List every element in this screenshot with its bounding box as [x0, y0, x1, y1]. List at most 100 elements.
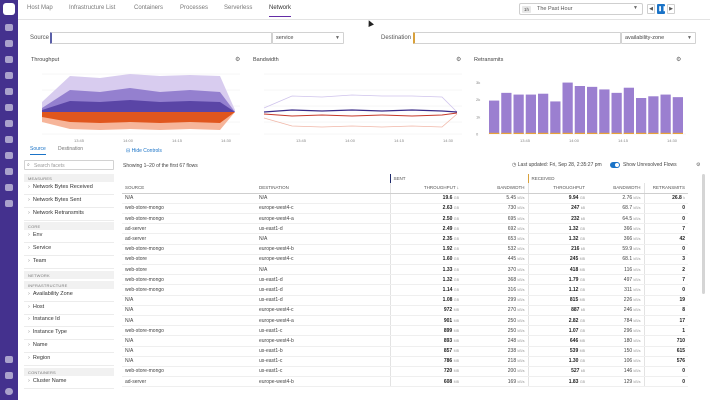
table-row[interactable]: N/A europe-west4-c 972 MB 270 kB/s 887 kB 246…: [122, 305, 689, 316]
logs-nav-icon[interactable]: [5, 184, 13, 191]
table-row[interactable]: web-store-mongo us-east1-c 899 MB 250 kB/s 1…: [122, 325, 689, 337]
events-nav-icon[interactable]: [5, 56, 13, 63]
table-row[interactable]: web-store-mongo us-east1-d 1.14 GB 316 kB/s…: [122, 284, 689, 296]
cell-received-throughput-unit: GB: [579, 379, 586, 384]
source-group-select[interactable]: service ▼: [272, 32, 344, 44]
dashboards-nav-icon[interactable]: [5, 72, 13, 79]
column-header-received-throughput[interactable]: THROUGHPUT: [527, 183, 589, 194]
table-row[interactable]: web-store N/A 1.33 GB 370 kB/s 418 MB 116 kB/…: [122, 264, 689, 276]
table-row[interactable]: ad-server europe-west4-b 608 MB 169 kB/s 1.8…: [122, 376, 689, 388]
tab-serverless[interactable]: Serverless: [224, 5, 253, 11]
table-row[interactable]: N/A us-east1-d 1.08 GB 299 kB/s 815 MB 226 kB…: [122, 295, 689, 306]
cell-received-throughput: 245 MB: [527, 254, 589, 266]
tab-network[interactable]: Network: [269, 5, 292, 17]
facet-group-header[interactable]: NETWORK: [24, 270, 114, 279]
facet-item-label: Instance Type: [32, 329, 67, 336]
cell-received-bandwidth-value: 106: [623, 358, 633, 365]
facet-item[interactable]: › Host: [24, 304, 114, 310]
facet-item[interactable]: › Instance Id: [24, 316, 114, 322]
cell-sent-throughput: 901 MB: [389, 315, 462, 327]
cell-retransmits-value: 0: [682, 215, 686, 222]
notebooks-nav-icon[interactable]: [5, 168, 13, 175]
show-unresolved-toggle[interactable]: [610, 162, 620, 168]
datadog-logo-icon[interactable]: [3, 3, 15, 15]
destination-group-select[interactable]: availability-zone ▼: [621, 32, 696, 44]
tab-host-map[interactable]: Host Map: [27, 5, 53, 11]
column-header-sent-bandwidth[interactable]: BANDWIDTH: [462, 183, 529, 194]
gear-icon[interactable]: ⚙: [456, 57, 462, 63]
security-nav-icon[interactable]: [5, 200, 13, 207]
table-row[interactable]: N/A europe-west4-a 901 MB 250 kB/s 2.82 GB 78…: [122, 315, 689, 327]
facet-tab-destination[interactable]: Destination: [58, 146, 84, 152]
metrics-nav-icon[interactable]: [5, 120, 13, 127]
gear-icon[interactable]: ⚙: [676, 57, 682, 63]
rewind-icon[interactable]: ◀: [647, 4, 655, 14]
facet-item[interactable]: › Name: [24, 342, 114, 348]
hide-controls-link[interactable]: ⊟ Hide Controls: [126, 148, 162, 154]
apm-nav-icon[interactable]: [5, 152, 13, 159]
table-row[interactable]: N/A europe-west4-b 893 MB 248 kB/s 646 MB 180…: [122, 335, 689, 347]
pause-icon[interactable]: ❚❚: [657, 4, 667, 14]
cell-source: N/A: [122, 315, 256, 327]
user-avatar-icon[interactable]: [5, 388, 13, 395]
table-row[interactable]: web-store europe-west4-c 1.60 GB 445 kB/s 24…: [122, 254, 689, 266]
facet-search-input[interactable]: ⌕ Search facets: [24, 160, 114, 170]
monitors-nav-icon[interactable]: [5, 104, 13, 111]
column-header-sent-throughput[interactable]: THROUGHPUT ↓: [389, 183, 462, 194]
column-header-retransmits[interactable]: RETRANSMITS: [643, 183, 689, 194]
cell-received-bandwidth-unit: kB/s: [633, 216, 641, 221]
facet-group-header[interactable]: CONTAINERS: [24, 367, 114, 376]
table-row[interactable]: web-store-mongo europe-west4-a 2.50 GB 695 …: [122, 213, 689, 225]
time-range-selector[interactable]: 1h The Past Hour ▼: [519, 3, 643, 15]
column-header-source[interactable]: SOURCE: [122, 183, 256, 194]
table-row[interactable]: N/A us-east1-c 786 MB 218 kB/s 1.30 GB 106 kB…: [122, 356, 689, 367]
integrations-nav-icon[interactable]: [5, 136, 13, 143]
tab-containers[interactable]: Containers: [134, 5, 164, 11]
settings-icon[interactable]: ⚙: [696, 162, 701, 168]
facet-item[interactable]: › Team: [24, 258, 114, 264]
facet-item[interactable]: › Cluster Name: [24, 378, 114, 384]
facet-item[interactable]: › Availability Zone: [24, 291, 114, 297]
table-row[interactable]: N/A N/A 19.6 GB 5.45 kB/s 9.94 GB 2.76 kB/s 26…: [122, 193, 689, 204]
forward-icon[interactable]: ▶: [667, 4, 675, 14]
gear-icon[interactable]: ⚙: [235, 57, 241, 63]
table-row[interactable]: web-store-mongo europe-west4-c 2.63 GB 730 …: [122, 203, 689, 215]
facet-item[interactable]: › Instance Type: [24, 329, 114, 335]
facet-item[interactable]: › Network Retransmits: [24, 210, 114, 216]
search-icon: ⌕: [27, 162, 30, 168]
infrastructure-nav-icon[interactable]: [5, 88, 13, 95]
table-row[interactable]: N/A us-east1-b 857 MB 238 kB/s 539 MB 150 kB/…: [122, 346, 689, 357]
table-scrollbar[interactable]: [702, 174, 705, 294]
facet-group-header[interactable]: MEASURES: [24, 174, 114, 182]
cell-received-bandwidth: 150 kB/s: [588, 346, 645, 357]
table-row[interactable]: web-store-mongo us-east1-d 1.32 GB 368 kB/s…: [122, 274, 689, 286]
tab-processes[interactable]: Processes: [180, 5, 209, 11]
tab-infrastructure-list[interactable]: Infrastructure List: [69, 5, 116, 11]
watchdog-nav-icon[interactable]: [5, 40, 13, 47]
facet-item[interactable]: › Network Bytes Received: [24, 184, 114, 190]
cell-received-bandwidth-value: 150: [623, 348, 633, 355]
cell-received-throughput: 527 kB: [527, 366, 589, 378]
help-nav-icon[interactable]: [5, 356, 13, 363]
facet-tab-source[interactable]: Source: [30, 146, 46, 155]
facet-item[interactable]: › Service: [24, 245, 114, 251]
table-row[interactable]: ad-server us-east1-d 2.49 GB 692 kB/s 1.32 G…: [122, 223, 689, 235]
facet-group-header[interactable]: INFRASTRUCTURE: [24, 280, 114, 289]
table-row[interactable]: ad-server N/A 2.35 GB 653 kB/s 1.32 GB 366 kB…: [122, 233, 689, 245]
cell-sent-bandwidth-unit: kB/s: [517, 196, 525, 201]
facet-group-header[interactable]: CORE: [24, 222, 114, 231]
facet-item[interactable]: › Region: [24, 355, 114, 361]
destination-filter-input[interactable]: [413, 32, 621, 44]
source-filter-input[interactable]: [50, 32, 272, 44]
column-header-destination[interactable]: DESTINATION: [256, 183, 390, 194]
column-header-received-bandwidth[interactable]: BANDWIDTH: [588, 183, 645, 194]
cell-received-throughput: 1.30 GB: [527, 356, 589, 367]
table-row[interactable]: web-store-mongo europe-west4-b 1.92 GB 532 …: [122, 244, 689, 255]
facet-item[interactable]: › Network Bytes Sent: [24, 197, 114, 203]
search-nav-icon[interactable]: [5, 24, 13, 31]
settings-nav-icon[interactable]: [5, 372, 13, 379]
cell-retransmits: 0: [643, 213, 689, 225]
table-row[interactable]: web-store-mongo us-east1-c 720 MB 200 kB/s 5…: [122, 366, 689, 378]
cell-sent-bandwidth-value: 532: [507, 246, 517, 253]
facet-item[interactable]: › Env: [24, 232, 114, 238]
